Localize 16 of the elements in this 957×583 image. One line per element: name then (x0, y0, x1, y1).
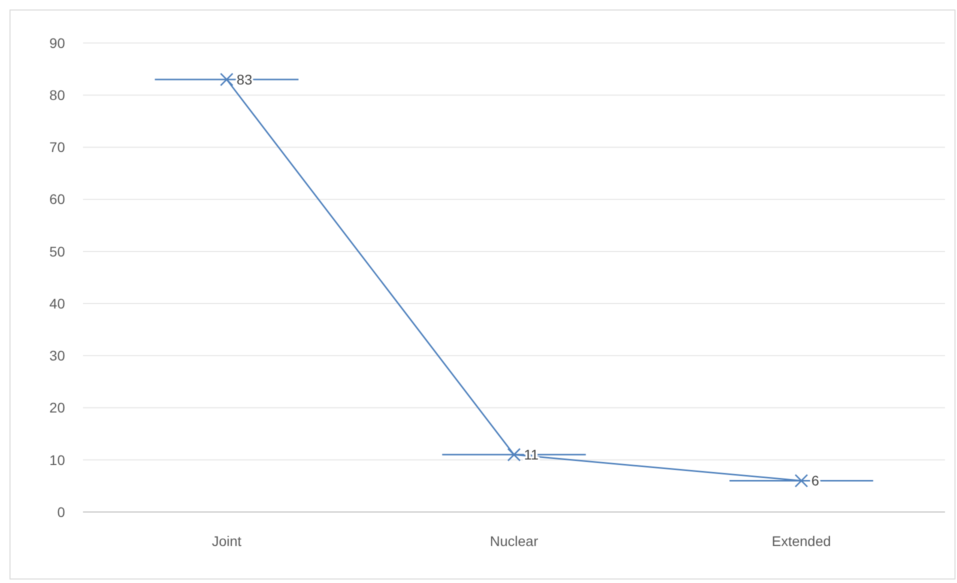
y-tick-label: 70 (49, 139, 66, 156)
y-tick-label: 0 (57, 504, 66, 520)
y-tick-label: 40 (49, 295, 66, 312)
y-tick-label: 30 (49, 348, 66, 364)
point (220, 72, 234, 86)
point (794, 474, 808, 488)
y-tick-label: 20 (49, 400, 66, 416)
y-tick-label: 10 (49, 452, 66, 468)
y-tick-label: 60 (49, 191, 66, 208)
y-tick-label: 90 (49, 34, 66, 51)
x-tick-label: Nuclear (490, 533, 538, 549)
y-tick-label: 80 (49, 87, 66, 104)
y-tick-label: 50 (49, 243, 66, 260)
point (507, 448, 521, 462)
x-tick-label: Extended (772, 533, 831, 549)
x-tick-label: Joint (212, 533, 242, 549)
